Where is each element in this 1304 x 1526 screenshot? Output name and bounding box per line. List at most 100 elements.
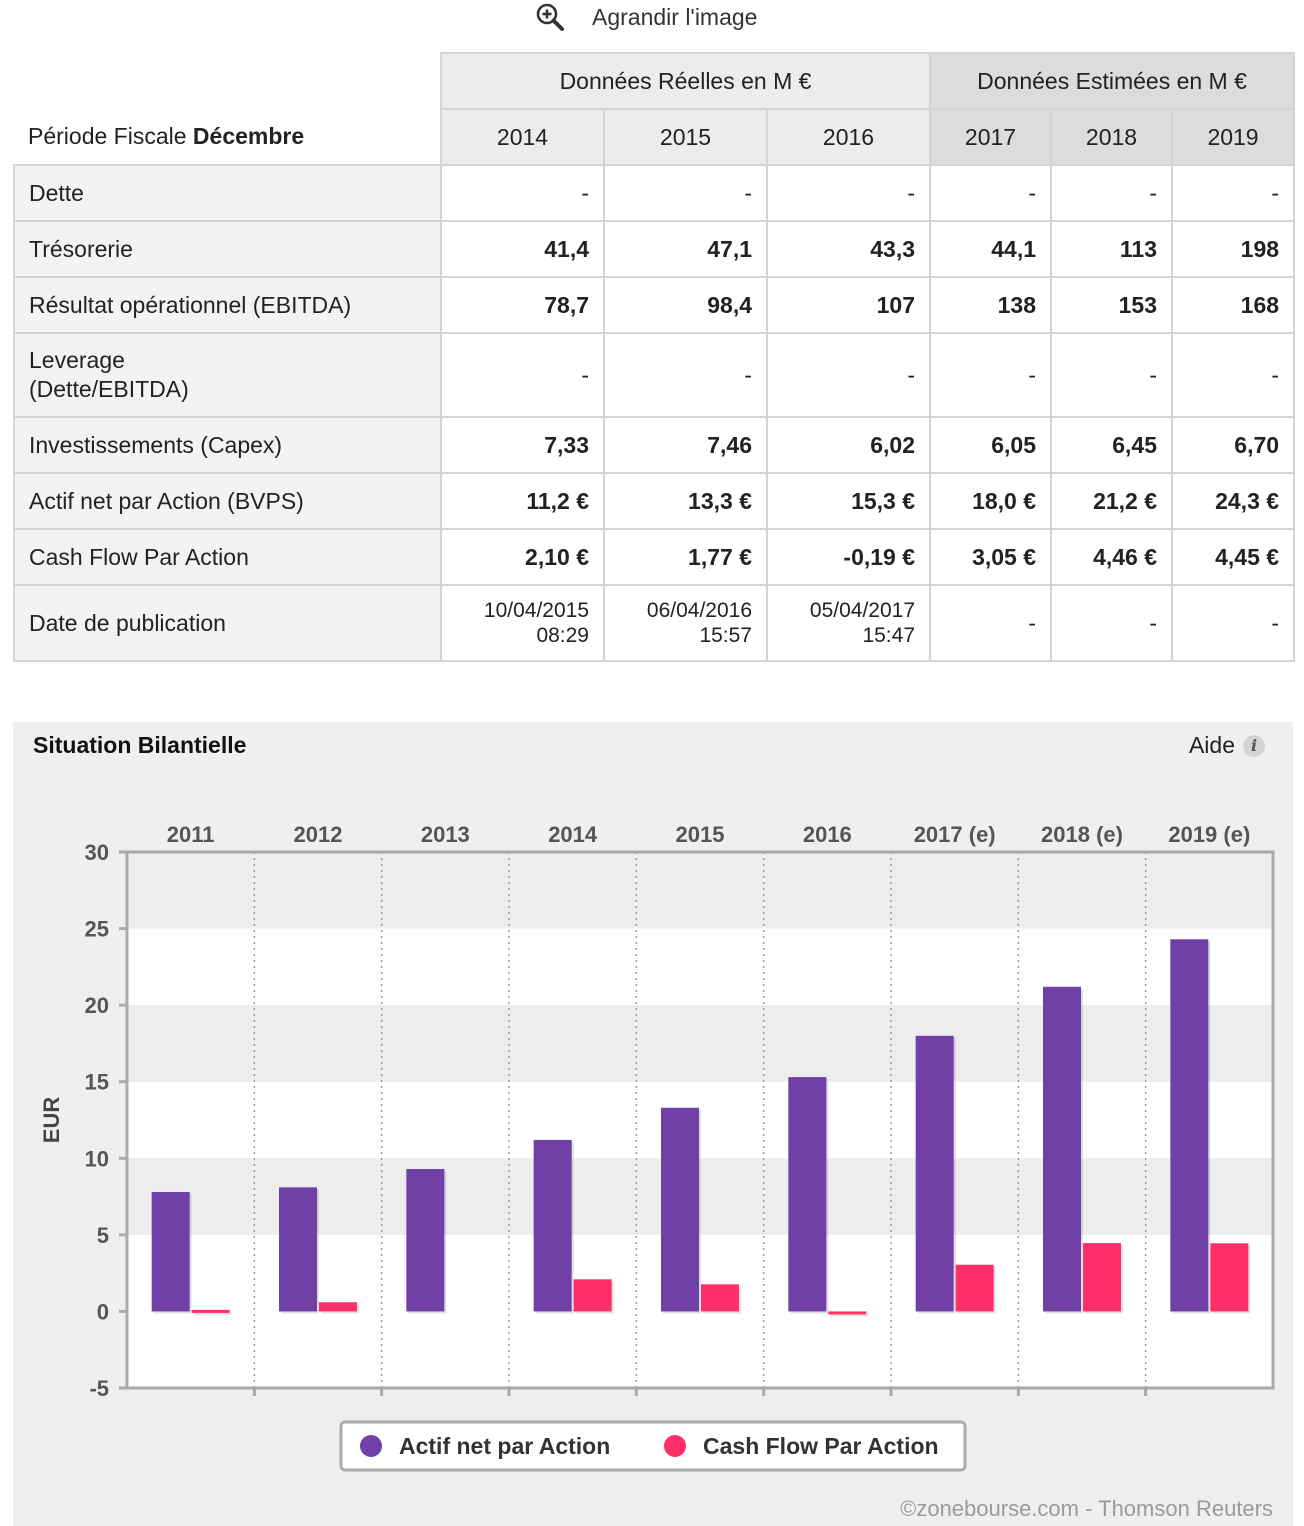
grid-band bbox=[127, 1005, 1273, 1082]
bar-cash-flow bbox=[191, 1309, 230, 1313]
table-row-ebitda: Résultat opérationnel (EBITDA) 78,7 98,4… bbox=[13, 276, 1296, 334]
bar-actif-net bbox=[151, 1191, 190, 1312]
table-cell: 6,45 bbox=[1050, 416, 1174, 474]
bar-cash-flow bbox=[573, 1279, 612, 1312]
table-row-capex: Investissements (Capex) 7,33 7,46 6,02 6… bbox=[13, 416, 1296, 474]
year-header: 2015 bbox=[603, 108, 768, 166]
table-cell: 6,05 bbox=[929, 416, 1053, 474]
table-cell: - bbox=[1050, 164, 1174, 222]
help-link[interactable]: Aide i bbox=[1189, 732, 1265, 759]
table-cell: - bbox=[765, 332, 932, 418]
table-cell: 98,4 bbox=[603, 276, 768, 334]
table-row-dette: Dette - - - - - - bbox=[13, 164, 1296, 222]
enlarge-image-label: Agrandir l'image bbox=[592, 3, 758, 30]
table-cell: - bbox=[929, 332, 1053, 418]
table-cell: 138 bbox=[929, 276, 1053, 334]
x-category-label: 2013 bbox=[421, 822, 470, 847]
group-header-estimated: Données Estimées en M € bbox=[929, 52, 1296, 110]
plot-area bbox=[127, 852, 1273, 1388]
help-label: Aide bbox=[1188, 732, 1235, 758]
bar-actif-net bbox=[1170, 939, 1209, 1312]
table-cell: - bbox=[929, 584, 1053, 662]
table-cell: 168 bbox=[1171, 276, 1296, 334]
table-cell: - bbox=[929, 164, 1053, 222]
time-line: 08:29 bbox=[536, 624, 589, 647]
row-label: Actif net par Action (BVPS) bbox=[13, 472, 442, 530]
group-header-real: Données Réelles en M € bbox=[439, 52, 932, 110]
bar-actif-net bbox=[788, 1077, 827, 1312]
table-cell: - bbox=[440, 332, 605, 418]
source-credit: ©zonebourse.com - Thomson Reuters bbox=[900, 1496, 1273, 1521]
x-category-label: 2018 (e) bbox=[1041, 822, 1123, 847]
table-cell: 47,1 bbox=[603, 220, 768, 278]
year-header: 2016 bbox=[765, 108, 932, 166]
bar-actif-net bbox=[279, 1187, 317, 1312]
fiscal-period-month: Décembre bbox=[192, 123, 305, 149]
table-cell: - bbox=[440, 164, 605, 222]
legend-marker bbox=[664, 1435, 686, 1457]
year-header: 2018 bbox=[1050, 108, 1174, 166]
table-cell: - bbox=[1050, 332, 1174, 418]
table-cell: 4,46 € bbox=[1050, 528, 1174, 586]
legend-label: Cash Flow Par Action bbox=[703, 1433, 939, 1459]
x-category-label: 2014 bbox=[548, 822, 598, 847]
table-cell: - bbox=[1050, 584, 1174, 662]
row-label: Trésorerie bbox=[13, 220, 442, 278]
table-row-bvps: Actif net par Action (BVPS) 11,2 € 13,3 … bbox=[13, 472, 1296, 530]
row-label: Date de publication bbox=[13, 584, 442, 662]
table-row-tresorerie: Trésorerie 41,4 47,1 43,3 44,1 113 198 bbox=[13, 220, 1296, 278]
table-cell: 153 bbox=[1050, 276, 1174, 334]
table-cell: 78,7 bbox=[440, 276, 605, 334]
x-category-label: 2016 bbox=[803, 822, 852, 847]
bar-cash-flow bbox=[828, 1311, 867, 1315]
table-cell: 44,1 bbox=[929, 220, 1053, 278]
grid-band bbox=[127, 852, 1273, 929]
bar-shadow bbox=[193, 1311, 232, 1315]
y-tick-label: 10 bbox=[85, 1146, 109, 1171]
table-cell: 6,02 bbox=[765, 416, 932, 474]
row-label: Leverage (Dette/EBITDA) bbox=[13, 332, 442, 418]
enlarge-image-link[interactable]: Agrandir l'image bbox=[534, 2, 757, 32]
time-line: 15:47 bbox=[862, 624, 916, 647]
table-cell: 43,3 bbox=[765, 220, 932, 278]
table-cell: 11,2 € bbox=[440, 472, 605, 530]
fiscal-period-label: Période Fiscale Décembre bbox=[14, 109, 442, 166]
table-row-leverage: Leverage (Dette/EBITDA) - - - - - - bbox=[13, 332, 1296, 418]
y-tick-label: 25 bbox=[85, 917, 109, 942]
x-category-label: 2012 bbox=[294, 822, 343, 847]
table-cell: 41,4 bbox=[440, 220, 605, 278]
table-cell: - bbox=[1171, 584, 1296, 662]
row-label: Dette bbox=[13, 164, 442, 222]
x-category-label: 2019 (e) bbox=[1168, 822, 1250, 847]
grid-band bbox=[127, 1158, 1273, 1235]
table-cell: 06/04/2016 15:57 bbox=[603, 584, 768, 662]
bar-chart: -5 0 5 10 15 20 25 30 2011 2012 2013 2014 2015 2016 20… bbox=[39, 822, 1275, 1472]
table-cell: - bbox=[603, 164, 768, 222]
table-cell: 7,33 bbox=[440, 416, 605, 474]
y-tick-label: 15 bbox=[85, 1070, 109, 1095]
legend-box bbox=[339, 1420, 967, 1472]
financial-table: Données Réelles en M € Données Estimées … bbox=[13, 52, 1296, 662]
table-cell: 05/04/2017 15:47 bbox=[765, 584, 932, 662]
bar-actif-net bbox=[406, 1169, 445, 1312]
table-cell: 24,3 € bbox=[1171, 472, 1296, 530]
table-cell: 7,46 bbox=[603, 416, 768, 474]
legend-marker bbox=[360, 1435, 382, 1457]
bar-cash-flow bbox=[955, 1264, 994, 1312]
year-header: 2019 bbox=[1171, 108, 1296, 166]
year-header: 2017 bbox=[929, 108, 1053, 166]
panel-title: Situation Bilantielle bbox=[33, 732, 247, 758]
table-cell: 18,0 € bbox=[929, 472, 1053, 530]
row-label-line: Leverage bbox=[29, 347, 125, 373]
date-line: 06/04/2016 bbox=[646, 599, 752, 622]
bar-cash-flow bbox=[701, 1284, 739, 1312]
bar-actif-net bbox=[915, 1035, 954, 1312]
table-cell: -0,19 € bbox=[765, 528, 932, 586]
table-cell: 113 bbox=[1050, 220, 1174, 278]
year-header: 2014 bbox=[440, 108, 605, 166]
table-cell: 21,2 € bbox=[1050, 472, 1174, 530]
legend-label: Actif net par Action bbox=[399, 1433, 610, 1459]
x-category-label: 2011 bbox=[167, 822, 215, 847]
table-corner bbox=[14, 53, 441, 109]
bar-cash-flow bbox=[319, 1302, 357, 1312]
